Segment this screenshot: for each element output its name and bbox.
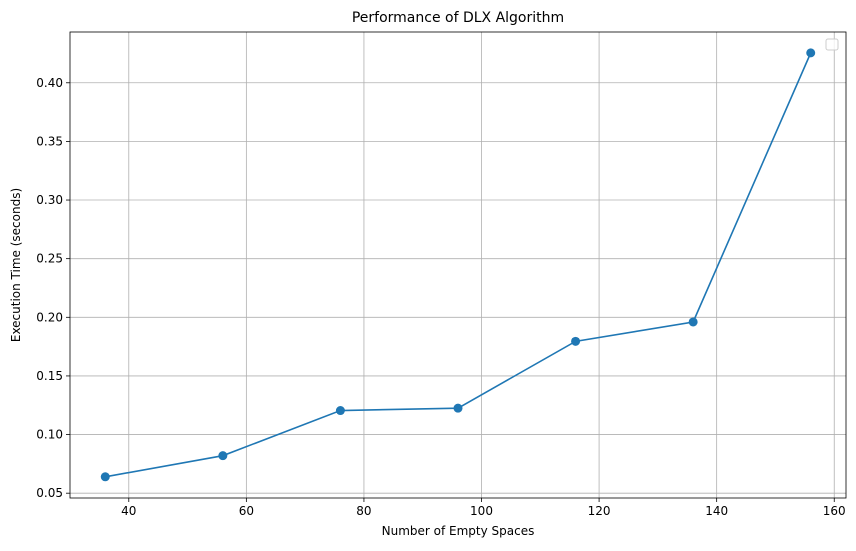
y-tick-label: 0.30 bbox=[36, 193, 63, 207]
y-tick-label: 0.15 bbox=[36, 369, 63, 383]
y-tick-label: 0.10 bbox=[36, 428, 63, 442]
plot-frame bbox=[69, 31, 847, 499]
legend-box bbox=[825, 38, 839, 51]
x-axis-ticks: 40 60 80 100 120 140 160 bbox=[121, 498, 846, 518]
grid bbox=[70, 32, 846, 498]
x-tick-label: 80 bbox=[356, 504, 371, 518]
series-layer bbox=[100, 48, 816, 482]
data-point bbox=[571, 336, 581, 346]
data-point bbox=[688, 317, 698, 327]
x-tick-label: 120 bbox=[588, 504, 611, 518]
x-tick-label: 140 bbox=[705, 504, 728, 518]
data-point bbox=[806, 48, 816, 58]
y-axis-ticks: 0.05 0.10 0.15 0.20 0.25 0.30 0.35 0.40 bbox=[36, 76, 70, 500]
y-tick-label: 0.25 bbox=[36, 252, 63, 266]
x-tick-label: 160 bbox=[823, 504, 846, 518]
y-tick-label: 0.35 bbox=[36, 134, 63, 148]
data-point bbox=[218, 451, 228, 461]
y-tick-label: 0.20 bbox=[36, 310, 63, 324]
x-tick-label: 60 bbox=[239, 504, 254, 518]
y-axis-label: Execution Time (seconds) bbox=[9, 188, 23, 342]
y-tick-label: 0.40 bbox=[36, 76, 63, 90]
data-point bbox=[335, 406, 345, 416]
data-point bbox=[100, 472, 110, 482]
series-line bbox=[105, 52, 812, 478]
x-tick-label: 100 bbox=[470, 504, 493, 518]
chart-title: Performance of DLX Algorithm bbox=[352, 10, 564, 26]
y-tick-label: 0.05 bbox=[36, 486, 63, 500]
data-point bbox=[453, 403, 463, 413]
x-tick-label: 40 bbox=[121, 504, 136, 518]
x-axis-label: Number of Empty Spaces bbox=[382, 524, 535, 538]
